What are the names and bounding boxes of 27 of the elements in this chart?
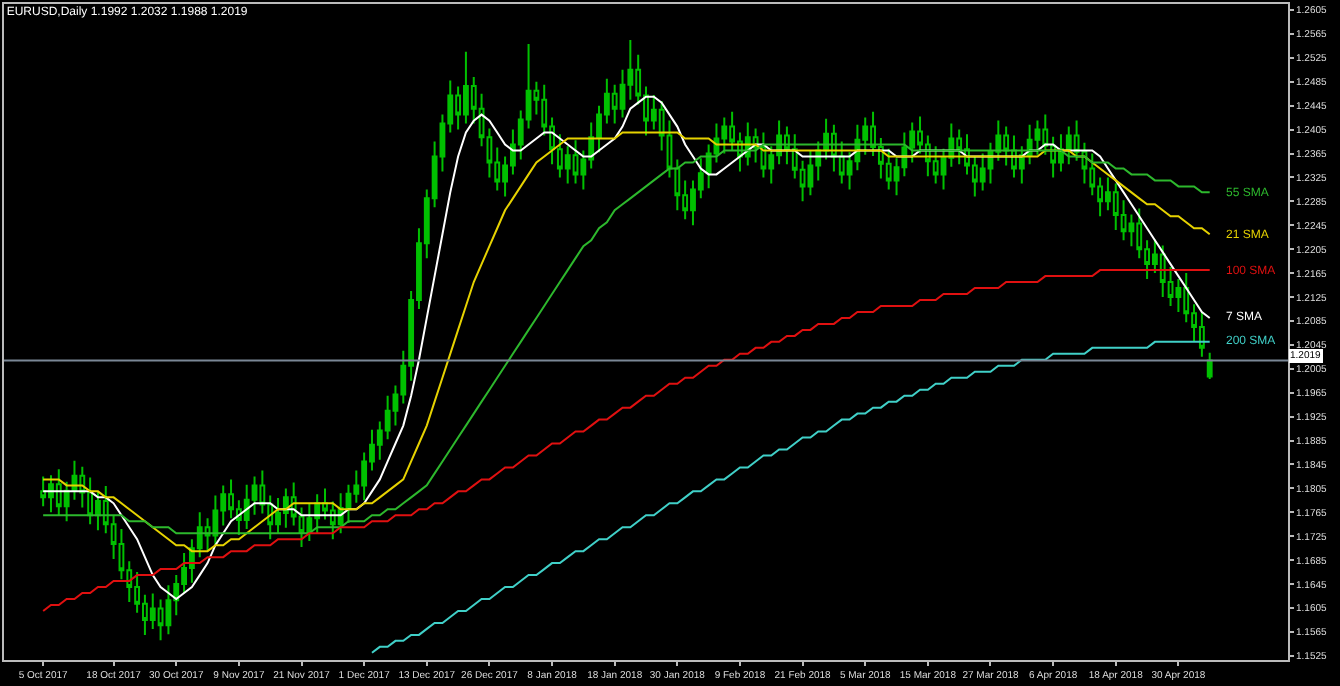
- candlestick: [572, 139, 579, 185]
- candlestick: [1026, 123, 1033, 166]
- line-series: [42, 269, 1211, 612]
- line-series: [42, 95, 1211, 600]
- candlestick: [721, 116, 728, 155]
- candlestick: [306, 502, 313, 542]
- candlestick: [55, 468, 62, 517]
- candlestick: [556, 133, 563, 179]
- candlestick: [1034, 119, 1041, 156]
- candlestick: [956, 128, 963, 166]
- candlestick: [1065, 125, 1072, 166]
- candlestick: [1058, 133, 1064, 173]
- candlestick: [275, 496, 281, 535]
- candlestick: [243, 483, 250, 531]
- candlestick: [1206, 351, 1213, 380]
- candlestick: [1159, 244, 1166, 299]
- candlestick: [1198, 310, 1205, 358]
- candlestick: [674, 158, 681, 212]
- line-series: [370, 340, 1211, 654]
- candlestick: [463, 50, 469, 125]
- candlestick: [807, 149, 814, 197]
- candlestick: [48, 474, 54, 514]
- candlestick: [838, 140, 845, 185]
- candlestick: [1112, 182, 1119, 232]
- candlestick: [1003, 125, 1010, 167]
- candlestick: [282, 487, 289, 529]
- candlestick: [40, 475, 47, 508]
